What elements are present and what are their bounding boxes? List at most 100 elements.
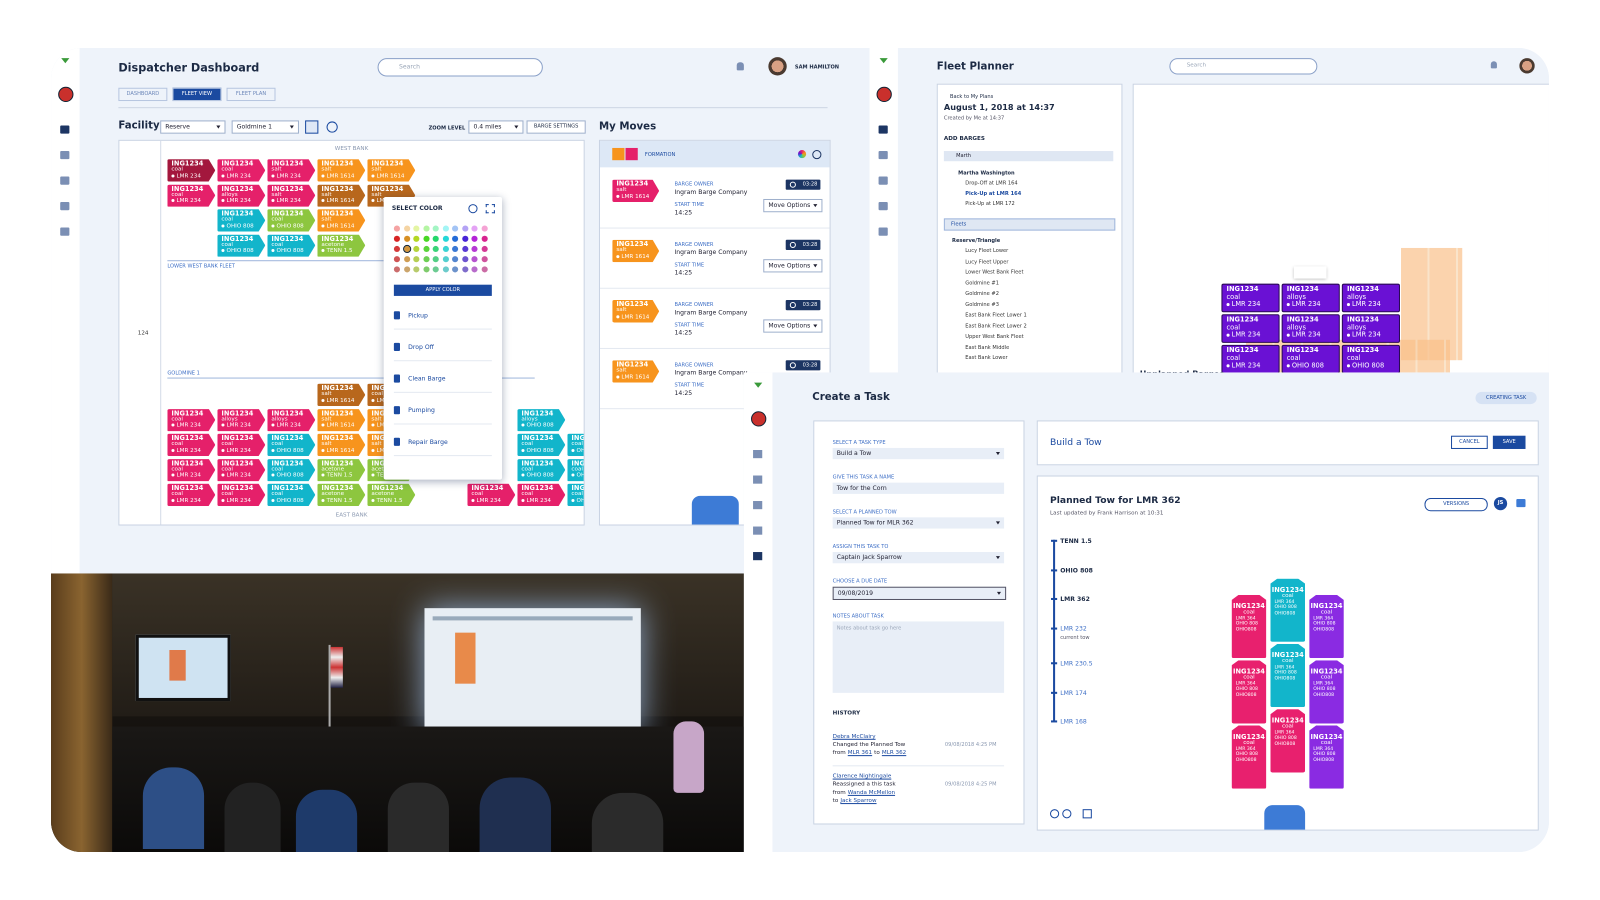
field-input[interactable]: Captain Jack Sparrow xyxy=(832,552,1005,564)
tow-barge[interactable]: ING1234 coal LMR 364 OHIO 808 OHIO808 xyxy=(1231,725,1267,789)
locate-button[interactable] xyxy=(326,121,338,133)
color-swatch[interactable] xyxy=(481,256,488,263)
color-swatch[interactable] xyxy=(422,225,430,232)
color-swatch[interactable] xyxy=(481,235,488,242)
barge[interactable]: ING1234 salt LMR 234 xyxy=(267,159,316,182)
zoom-in[interactable] xyxy=(1049,809,1060,819)
color-swatch[interactable] xyxy=(432,235,439,242)
color-swatch[interactable] xyxy=(471,245,478,253)
color-swatch[interactable] xyxy=(481,245,488,253)
color-swatch[interactable] xyxy=(432,266,439,273)
action-item[interactable]: Repair Barge xyxy=(408,438,448,446)
search-box[interactable]: Search xyxy=(377,58,543,77)
move-options[interactable]: Move Options xyxy=(763,198,823,213)
barge[interactable]: ING1234 coal LMR 234 xyxy=(517,483,566,507)
tow-barge[interactable]: ING1234 coal LMR 364 OHIO 808 OHIO808 xyxy=(1309,594,1344,659)
apply-button[interactable]: APPLY COLOR xyxy=(393,284,492,296)
color-swatch[interactable] xyxy=(442,235,449,242)
color-swatch[interactable] xyxy=(442,245,449,253)
zoom-select[interactable]: 0.4 miles xyxy=(468,120,524,134)
barge[interactable]: ING1234 alloys OHIO 808 xyxy=(517,408,566,432)
barge[interactable]: ING1234 coal LMR 234 xyxy=(167,458,216,482)
fleet-item[interactable]: East Bank Lower xyxy=(965,355,1008,362)
color-wheel[interactable] xyxy=(797,149,807,159)
nav-icon[interactable] xyxy=(753,526,763,535)
barge[interactable]: ING1234 coal LMR 234 xyxy=(1221,344,1280,373)
reset-icon[interactable] xyxy=(468,204,478,214)
view-toggle[interactable] xyxy=(305,120,319,134)
barge[interactable]: ING1234 coal LMR 234 xyxy=(467,483,516,507)
history-link[interactable]: MLR 362 xyxy=(881,749,907,757)
back-link[interactable]: Back to My Plans xyxy=(949,93,994,100)
bell-icon[interactable] xyxy=(736,62,744,71)
color-swatch[interactable] xyxy=(471,266,478,273)
tow-barge[interactable]: ING1234 coal LMR 364 OHIO 808 OHIO808 xyxy=(1309,660,1344,724)
color-swatch[interactable] xyxy=(402,244,411,254)
history-link[interactable]: Jack Sparrow xyxy=(840,797,877,805)
user-name[interactable]: SAM HAMILTON xyxy=(794,64,840,71)
barge[interactable]: ING1234 coal LMR 234 xyxy=(167,159,216,182)
barge[interactable]: ING1234 alloys LMR 234 xyxy=(267,408,316,432)
fleet-item[interactable]: East Bank Fleet Lower 2 xyxy=(965,322,1027,330)
tab[interactable]: FLEET PLAN xyxy=(226,87,276,102)
barge[interactable]: ING1234 alloys LMR 234 xyxy=(217,408,266,432)
zoom-out[interactable] xyxy=(1062,809,1072,819)
color-swatch[interactable] xyxy=(432,225,439,232)
avatar[interactable] xyxy=(1519,58,1535,74)
color-swatch[interactable] xyxy=(422,245,430,253)
tow-barge[interactable]: ING1234 coal LMR 364 OHIO 808 OHIO808 xyxy=(1270,643,1306,708)
color-swatch[interactable] xyxy=(403,225,410,232)
color-swatch[interactable] xyxy=(481,225,488,232)
tab[interactable]: DASHBOARD xyxy=(118,87,168,102)
nav-icon[interactable] xyxy=(753,552,763,561)
cancel-button[interactable]: CANCEL xyxy=(1451,435,1488,449)
barge[interactable]: ING1234 coal LMR 234 xyxy=(217,159,266,182)
barge[interactable]: ING1234 coal LMR 234 xyxy=(217,458,266,482)
fit-view[interactable] xyxy=(1082,809,1092,819)
fleet-item[interactable]: East Bank Middle xyxy=(965,344,1010,351)
color-swatch[interactable] xyxy=(422,266,430,273)
color-swatch[interactable] xyxy=(403,235,410,242)
color-swatch[interactable] xyxy=(461,256,468,263)
fleet-item[interactable]: Lucy Fleet Lower xyxy=(965,247,1009,255)
color-swatch[interactable] xyxy=(461,225,468,232)
nav-icon[interactable] xyxy=(878,176,888,185)
barge-search[interactable]: Marth xyxy=(943,151,1114,162)
color-swatch[interactable] xyxy=(393,235,400,242)
color-swatch[interactable] xyxy=(422,235,430,242)
barge[interactable]: ING1234 coal LMR 234 xyxy=(167,184,216,207)
color-swatch[interactable] xyxy=(442,225,449,232)
barge[interactable]: ING1234 alloys LMR 234 xyxy=(1281,283,1340,313)
tow-barge[interactable]: ING1234 coal LMR 364 OHIO 808 OHIO808 xyxy=(1270,709,1306,773)
tab[interactable]: FLEET VIEW xyxy=(172,87,222,102)
history-link[interactable]: Wanda McMellon xyxy=(847,789,896,796)
bell-icon[interactable] xyxy=(1490,61,1497,69)
barge[interactable]: ING1234 alloys LMR 234 xyxy=(1281,314,1340,343)
nav-icon[interactable] xyxy=(878,151,888,160)
fleet-item[interactable]: Lucy Fleet Upper xyxy=(965,258,1009,265)
color-swatch[interactable] xyxy=(422,256,430,263)
comment-icon[interactable] xyxy=(1516,498,1526,508)
barge[interactable]: ING1234 coal LMR 234 xyxy=(217,483,266,507)
color-swatch[interactable] xyxy=(393,225,400,232)
color-swatch[interactable] xyxy=(393,266,400,273)
fleet-item[interactable]: Upper West Bank Fleet xyxy=(965,333,1024,340)
color-swatch[interactable] xyxy=(403,266,410,273)
search-box[interactable]: Search xyxy=(1169,58,1318,75)
history-name[interactable]: Clarence Nightingale xyxy=(832,773,892,780)
